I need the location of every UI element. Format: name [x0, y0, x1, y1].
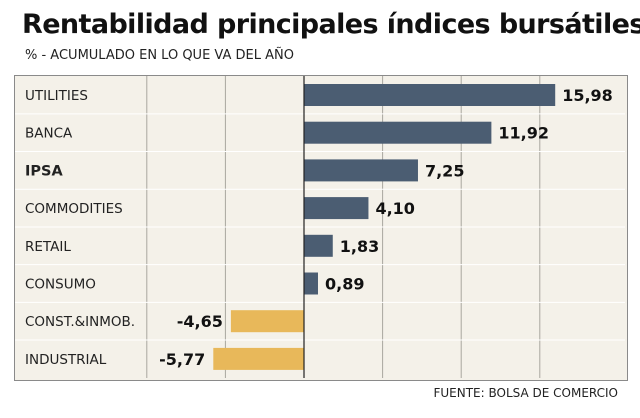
bar-industrial: [213, 347, 304, 370]
value-label: 1,83: [340, 237, 379, 256]
bar-banca: [304, 121, 492, 144]
category-label: CONST.&INMOB.: [25, 314, 135, 330]
bar-const-inmob-: [230, 310, 304, 333]
source-note: FUENTE: BOLSA DE COMERCIO: [433, 386, 618, 400]
value-label: 4,10: [375, 199, 414, 218]
category-label: BANCA: [25, 126, 73, 142]
chart-subtitle: % - ACUMULADO EN LO QUE VA DEL AÑO: [25, 48, 294, 63]
category-label: CONSUMO: [25, 277, 96, 293]
bar-utilities: [304, 84, 556, 106]
value-label: 15,98: [562, 86, 613, 105]
category-label: RETAIL: [25, 239, 71, 255]
value-label: 7,25: [425, 161, 464, 180]
bar-commodities: [304, 197, 369, 220]
value-label: 0,89: [325, 275, 364, 294]
bar-consumo: [304, 272, 318, 295]
bar-retail: [304, 234, 333, 257]
chart-title: Rentabilidad principales índices bursáti…: [22, 9, 640, 40]
category-label: IPSA: [25, 163, 63, 179]
value-label: -5,77: [159, 350, 205, 369]
value-label: 11,92: [498, 124, 549, 143]
category-label: UTILITIES: [25, 88, 88, 104]
category-label: INDUSTRIAL: [25, 352, 107, 368]
bar-ipsa: [304, 159, 418, 182]
category-label: COMMODITIES: [25, 201, 123, 217]
value-label: -4,65: [177, 312, 223, 331]
